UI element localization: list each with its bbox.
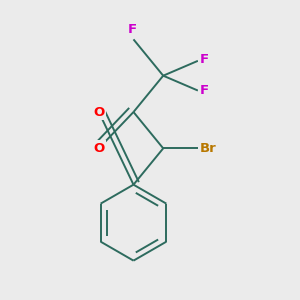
Text: O: O (93, 106, 104, 118)
Text: F: F (200, 53, 209, 66)
Text: F: F (127, 23, 136, 36)
Text: O: O (93, 142, 104, 155)
Text: Br: Br (200, 142, 216, 155)
Text: F: F (200, 84, 209, 97)
